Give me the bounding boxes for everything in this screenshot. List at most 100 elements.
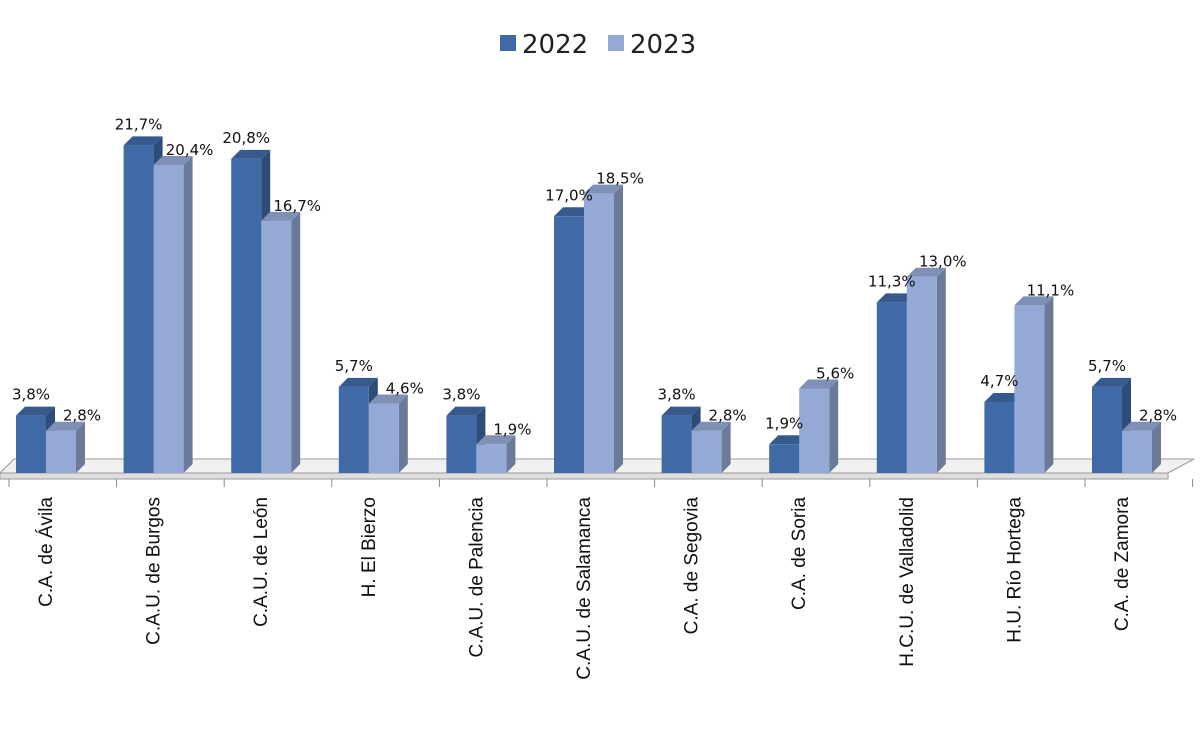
bar-front	[691, 430, 722, 473]
data-label-2023-0: 2,8%	[63, 407, 101, 425]
bar-top	[584, 184, 623, 194]
bar-front	[1122, 430, 1152, 473]
bar-2023-8	[906, 267, 946, 473]
bar-front	[769, 444, 800, 473]
data-label-2023-9: 11,1%	[1027, 281, 1075, 299]
bar-side	[183, 155, 193, 473]
bar-top	[231, 149, 271, 159]
bar-front	[799, 388, 830, 473]
data-label-2022-6: 3,8%	[658, 386, 696, 404]
bar-2023-2	[261, 211, 301, 473]
bar-front	[261, 220, 292, 473]
category-label-6: C.A. de Segovia	[682, 497, 703, 635]
data-labels-group: 3,8% 2,8% 21,7%20,4% 20,8% 16,7% 5,7% 4,6% 3,8%…	[12, 115, 1177, 438]
data-label-2023-1: 20,4%	[166, 141, 214, 159]
bar-2023-1	[153, 155, 193, 473]
bar-front	[984, 402, 1015, 473]
bar-top	[46, 421, 85, 431]
legend-label-2023: 2023	[630, 30, 696, 60]
bar-2023-6	[691, 421, 731, 473]
bar-top	[153, 155, 193, 165]
bar-side	[291, 211, 301, 473]
data-label-2022-8: 11,3%	[868, 272, 916, 290]
bar-top	[906, 267, 946, 277]
category-label-1: C.A.U. de Burgos	[144, 497, 165, 645]
data-label-2022-2: 20,8%	[222, 129, 270, 147]
bar-front	[1014, 305, 1045, 473]
bar-2023-3	[368, 394, 408, 473]
bar-top	[876, 293, 916, 303]
data-label-2023-8: 13,0%	[919, 253, 967, 271]
bar-side	[76, 421, 85, 473]
bar-top	[476, 435, 516, 445]
bar-2022-4	[446, 406, 486, 473]
bar-front	[16, 415, 46, 473]
bar-front	[661, 415, 692, 473]
bar-top	[799, 379, 839, 389]
bar-top	[368, 394, 408, 404]
bar-side	[936, 267, 946, 473]
bar-front	[368, 403, 399, 473]
legend-label-2022: 2022	[522, 30, 588, 60]
legend-swatch-2022	[500, 35, 516, 51]
bar-side	[506, 435, 516, 473]
bar-top	[16, 406, 55, 416]
data-label-2023-5: 18,5%	[596, 170, 644, 188]
legend: 2022 2023	[500, 30, 696, 60]
category-labels-group: C.A. de Ávila C.A.U. de Burgos C.A.U. de L…	[36, 497, 1133, 680]
data-label-2023-7: 5,6%	[816, 364, 854, 382]
bar-top	[123, 136, 163, 146]
bar-front	[584, 193, 614, 473]
bar-front	[153, 164, 184, 473]
legend-swatch-2023	[608, 35, 624, 51]
bar-front	[906, 276, 937, 473]
bar-top	[446, 406, 486, 416]
category-label-2: C.A.U. de León	[251, 497, 272, 627]
data-label-2022-10: 5,7%	[1088, 357, 1126, 375]
bar-side	[721, 421, 731, 473]
bar-side	[1152, 421, 1161, 473]
bar-top	[984, 393, 1024, 403]
bar-top	[1092, 377, 1131, 387]
bar-front	[446, 415, 477, 473]
data-label-2022-3: 5,7%	[335, 357, 373, 375]
bar-front	[231, 158, 262, 474]
data-label-2023-4: 1,9%	[493, 420, 531, 438]
bars-group	[16, 136, 1161, 474]
bar-side	[829, 379, 839, 473]
bar-2023-10	[1122, 421, 1161, 473]
category-label-8: H.C.U. de Valladolid	[897, 497, 918, 667]
category-label-3: H. El Bierzo	[359, 497, 380, 597]
bar-front	[1092, 386, 1122, 473]
category-label-0: C.A. de Ávila	[36, 497, 57, 607]
bar-top	[338, 377, 378, 387]
floor-edge	[0, 472, 1169, 480]
data-label-2022-5: 17,0%	[545, 186, 593, 204]
bar-top	[554, 207, 593, 217]
category-label-9: H.U. Río Hortega	[1004, 497, 1025, 643]
bar-front	[476, 444, 507, 473]
bar-side	[614, 184, 623, 473]
data-label-2023-3: 4,6%	[386, 380, 424, 398]
data-label-2022-1: 21,7%	[115, 115, 163, 133]
category-label-4: C.A.U. de Palencia	[466, 497, 487, 658]
data-label-2022-7: 1,9%	[765, 414, 803, 432]
data-label-2023-2: 16,7%	[273, 197, 321, 215]
data-label-2022-0: 3,8%	[12, 386, 50, 404]
bar-top	[769, 435, 809, 445]
bar-2023-7	[799, 379, 839, 473]
bar-2023-5	[584, 184, 623, 473]
data-label-2022-4: 3,8%	[442, 386, 480, 404]
bar-front	[338, 386, 369, 473]
category-label-5: C.A.U. de Salamanca	[574, 497, 595, 680]
bar-side	[398, 394, 408, 473]
bar-side	[1044, 296, 1054, 473]
data-label-2022-9: 4,7%	[980, 372, 1018, 390]
bar-top	[691, 421, 731, 431]
data-label-2023-6: 2,8%	[709, 407, 747, 425]
bar-top	[261, 211, 301, 221]
data-label-2023-10: 2,8%	[1139, 407, 1177, 425]
bar-top	[1122, 421, 1161, 431]
bar-2023-0	[46, 421, 85, 473]
